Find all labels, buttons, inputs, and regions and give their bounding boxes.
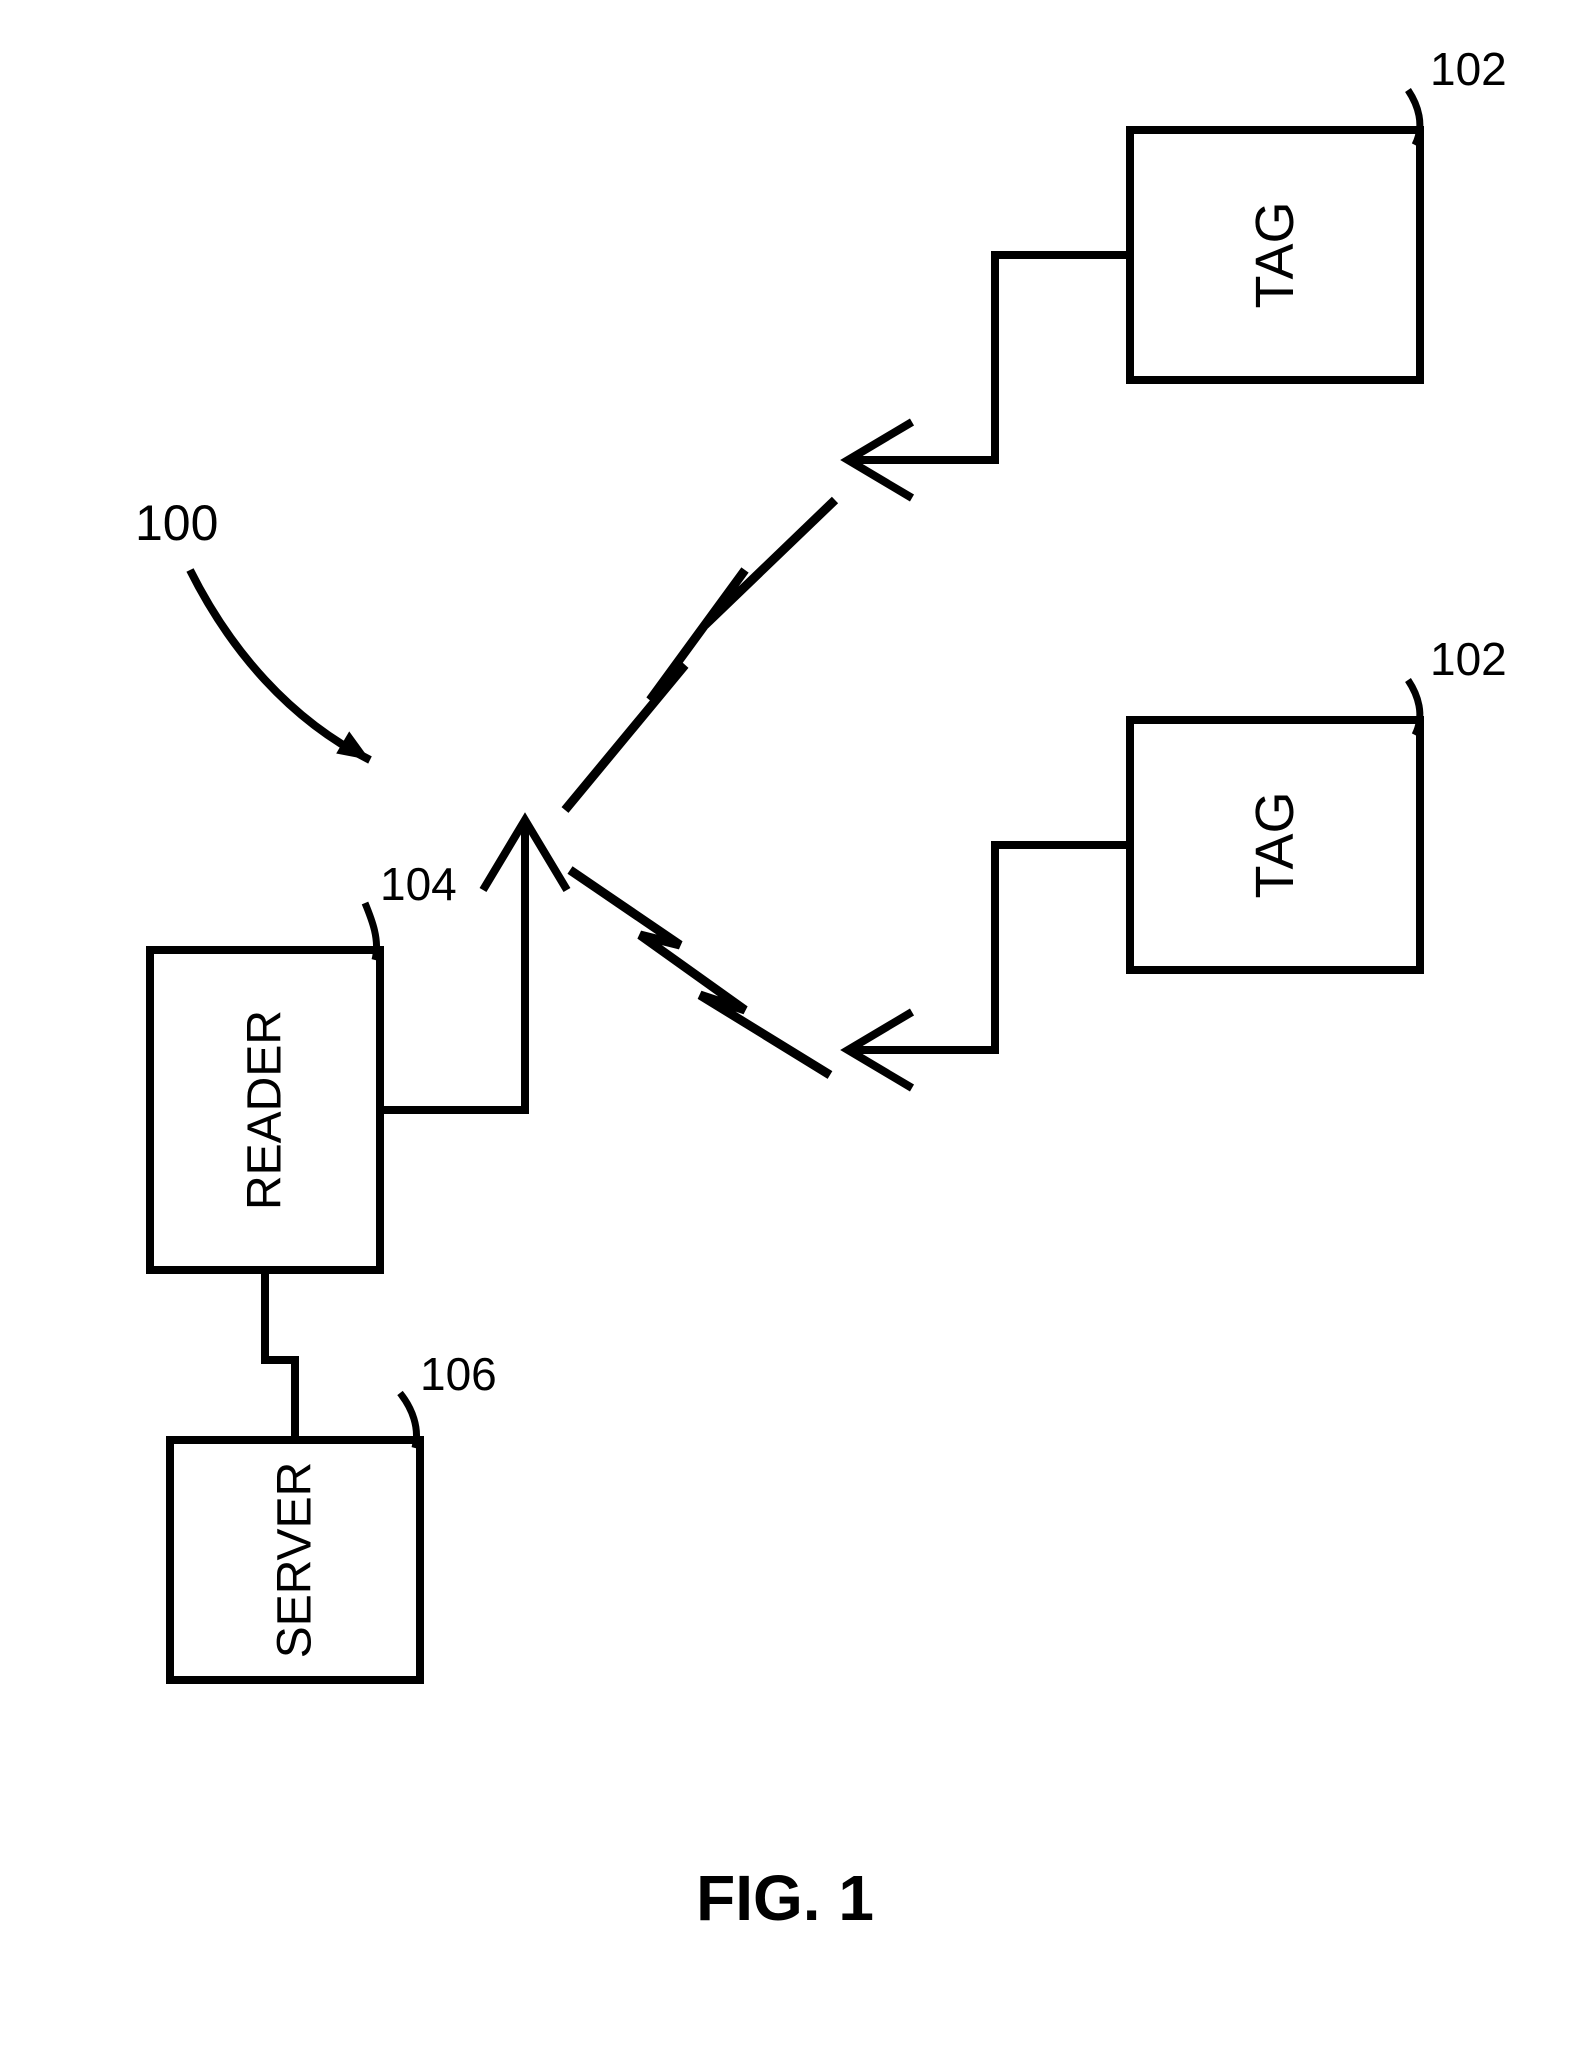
wire-tag1_antenna_feed (920, 255, 1130, 460)
reader: READER 104 (150, 858, 457, 1270)
tag2-label: TAG (1245, 792, 1305, 899)
wire-tag2_antenna_feed (920, 845, 1130, 1050)
tag1: TAG 102 (1130, 43, 1507, 380)
system-ref-arrow-head (336, 731, 370, 760)
server-label: SERVER (269, 1462, 322, 1659)
server-ref-number: 106 (420, 1348, 497, 1400)
wire-reader_antenna_feed (380, 900, 525, 1110)
server: SERVER 106 (170, 1348, 497, 1680)
wire-reader_to_server (265, 1270, 295, 1440)
tag2-ref-number: 102 (1430, 633, 1507, 685)
system-ref-arrow-shaft (190, 570, 370, 760)
figure-label: FIG. 1 (696, 1862, 874, 1934)
rf-link-to_tag2 (570, 870, 830, 1075)
rf-link-to_tag1 (565, 500, 835, 810)
tag1-label: TAG (1245, 202, 1305, 309)
tag2: TAG 102 (1130, 633, 1507, 970)
tag1-ref-number: 102 (1430, 43, 1507, 95)
reader-label: READER (239, 1010, 292, 1210)
system-ref-number: 100 (135, 495, 218, 551)
reader-ref-number: 104 (380, 858, 457, 910)
